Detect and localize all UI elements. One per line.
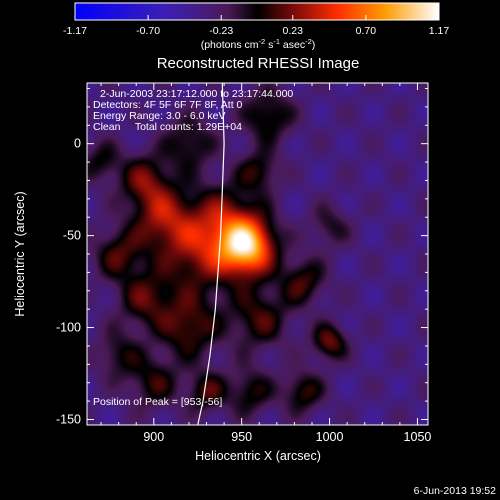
colorbar-unit-label: (photons cm-2 s-1 asec-2) (201, 37, 316, 52)
colorbar-tick-label: 0.70 (356, 25, 377, 37)
colorbar: -1.17 -0.70 -0.23 0.23 0.70 1.17 (photons cm-… (63, 2, 449, 52)
y-tick-label: -150 (56, 412, 81, 426)
chart-title: Reconstructed RHESSI Image (157, 55, 360, 72)
colorbar-tick-label: 0.23 (283, 25, 304, 37)
x-tick-label: 1000 (316, 430, 344, 444)
y-tick-label: 0 (74, 137, 81, 151)
x-tick-label: 1050 (404, 430, 432, 444)
colorbar-tick-label: 1.17 (429, 25, 450, 37)
x-tick-label: 950 (231, 430, 252, 444)
observation-info: 2-Jun-2003 23:17:12.000 to 23:17:44.000 … (93, 88, 293, 408)
peak-position-label: Position of Peak = [953,-56] (93, 396, 222, 408)
x-axis-ticks: 900 950 1000 1050 (100, 83, 432, 444)
date-stamp: 6-Jun-2013 19:52 (414, 485, 496, 497)
colorbar-frame (74, 2, 440, 21)
colorbar-ticks: -1.17 -0.70 -0.23 0.23 0.70 1.17 (63, 15, 449, 37)
annotation-clean: Clean Total counts: 1.29E+04 (93, 121, 242, 133)
x-tick-label: 900 (143, 430, 164, 444)
colorbar-tick-label: -1.17 (63, 25, 87, 37)
y-tick-label: -100 (56, 321, 81, 335)
colorbar-gradient (75, 3, 439, 20)
y-axis-label: Heliocentric Y (arcsec) (13, 191, 27, 316)
annotation-energy: Energy Range: 3.0 - 6.0 keV (93, 110, 226, 122)
annotation-detectors: Detectors: 4F 5F 6F 7F 8F, Att 0 (93, 99, 243, 111)
y-tick-label: -50 (63, 229, 81, 243)
heatmap-image (87, 83, 428, 425)
colorbar-tick-label: -0.70 (136, 25, 160, 37)
colorbar-tick-label: -0.23 (209, 25, 233, 37)
y-axis-ticks: 0 -50 -100 -150 (56, 88, 428, 426)
solar-limb-line (197, 82, 225, 426)
x-axis-label: Heliocentric X (arcsec) (195, 449, 321, 463)
annotation-time: 2-Jun-2003 23:17:12.000 to 23:17:44.000 (100, 88, 293, 100)
